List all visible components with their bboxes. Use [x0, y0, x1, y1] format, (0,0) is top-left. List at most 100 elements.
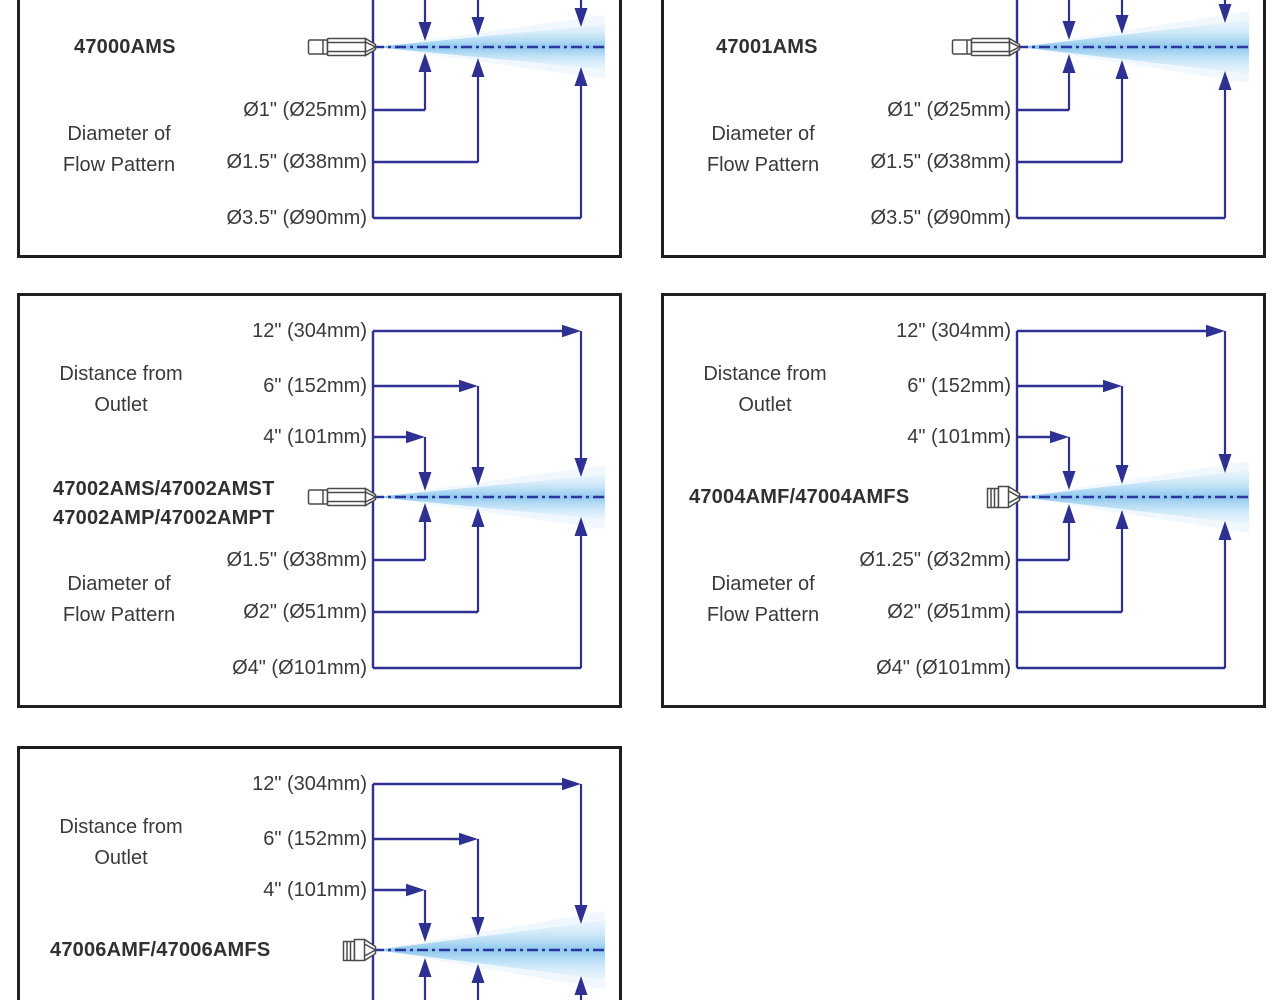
- right-arrow-icon: [1050, 430, 1069, 444]
- panel-47000ams: 47000AMS Diameter of Flow Pattern Ø1" (Ø…: [17, 0, 622, 258]
- measure-lines-top: [1067, 331, 1227, 471]
- diameter-label: Ø4" (Ø101mm): [876, 657, 1011, 679]
- distance-label: 12" (304mm): [252, 320, 367, 342]
- panel-47006-series: Distance from Outlet 12" (304mm) 6" (152…: [17, 746, 622, 1000]
- distance-heading: Distance from Outlet: [41, 812, 201, 874]
- flow-diagram-canvas: [17, 293, 622, 708]
- distance-heading-line1: Distance from: [703, 363, 827, 385]
- down-arrow-icon: [1115, 465, 1129, 484]
- up-arrow-icon: [1115, 60, 1129, 79]
- diameter-heading-line2: Flow Pattern: [62, 604, 176, 626]
- distance-heading-line1: Distance from: [59, 816, 183, 838]
- distance-label: 6" (152mm): [907, 375, 1011, 397]
- bracket-lines: [371, 782, 564, 1000]
- panel-47002-series: Distance from Outlet 12" (304mm) 6" (152…: [17, 293, 622, 708]
- distance-label: 12" (304mm): [896, 320, 1011, 342]
- diameter-label: Ø3.5" (Ø90mm): [226, 207, 367, 229]
- diameter-label: Ø1.5" (Ø38mm): [226, 151, 367, 173]
- diameter-heading: Diameter of Flow Pattern: [683, 569, 843, 631]
- down-arrow-icon: [471, 17, 485, 36]
- model-number: 47001AMS: [716, 36, 818, 58]
- down-arrow-icon: [418, 923, 432, 942]
- panel-47004-series: Distance from Outlet 12" (304mm) 6" (152…: [661, 293, 1266, 708]
- up-arrow-icon: [1115, 510, 1129, 529]
- distance-label: 4" (101mm): [263, 879, 367, 901]
- flow-diagram-canvas: [17, 0, 622, 258]
- diameter-heading-line2: Flow Pattern: [706, 154, 820, 176]
- down-arrow-icon: [1115, 15, 1129, 34]
- panel-47001ams: 47001AMS Diameter of Flow Pattern Ø1" (Ø…: [661, 0, 1266, 258]
- nozzle-icon: [342, 938, 377, 962]
- distance-heading: Distance from Outlet: [685, 359, 845, 421]
- right-arrow-icon: [1103, 379, 1122, 393]
- diameter-heading-line1: Diameter of: [67, 123, 171, 145]
- nozzle-icon: [986, 485, 1021, 509]
- diameter-heading-line1: Diameter of: [67, 573, 171, 595]
- measure-lines-bottom: [1067, 523, 1227, 668]
- model-line2: 47002AMP/47002AMPT: [53, 507, 275, 529]
- measure-lines-bottom: [423, 521, 583, 668]
- diameter-bracket-lines: [371, 0, 581, 220]
- nozzle-icon: [307, 37, 377, 57]
- right-arrow-icon: [562, 777, 581, 791]
- diameter-label: Ø1.5" (Ø38mm): [226, 549, 367, 571]
- up-arrow-icon: [574, 517, 588, 536]
- up-arrow-icon: [418, 503, 432, 522]
- diameter-heading: Diameter of Flow Pattern: [683, 119, 843, 181]
- diameter-heading-line1: Diameter of: [711, 573, 815, 595]
- diameter-label: Ø1.25" (Ø32mm): [859, 549, 1011, 571]
- flow-diagram-canvas: [661, 293, 1266, 708]
- measure-lines-top: [423, 331, 583, 473]
- down-arrow-icon: [471, 917, 485, 936]
- right-arrow-icon: [406, 430, 425, 444]
- diameter-heading: Diameter of Flow Pattern: [39, 569, 199, 631]
- arrow-icons: [1050, 324, 1232, 540]
- distance-label: 4" (101mm): [907, 426, 1011, 448]
- nozzle-icon: [307, 487, 377, 507]
- up-arrow-icon: [574, 976, 588, 995]
- down-arrow-icon: [574, 458, 588, 477]
- right-arrow-icon: [406, 883, 425, 897]
- down-arrow-icon: [1218, 4, 1232, 23]
- down-arrow-icon: [418, 472, 432, 491]
- measure-lines-bottom: [423, 71, 583, 218]
- diameter-label: Ø3.5" (Ø90mm): [870, 207, 1011, 229]
- up-arrow-icon: [1218, 521, 1232, 540]
- down-arrow-icon: [574, 8, 588, 27]
- up-arrow-icon: [471, 508, 485, 527]
- diameter-bracket-lines: [1015, 0, 1225, 220]
- up-arrow-icon: [1062, 54, 1076, 73]
- up-arrow-icon: [471, 964, 485, 983]
- down-arrow-icon: [1062, 471, 1076, 490]
- down-arrow-icon: [1218, 454, 1232, 473]
- up-arrow-icon: [1062, 504, 1076, 523]
- up-arrow-icon: [471, 58, 485, 77]
- distance-heading-line1: Distance from: [59, 363, 183, 385]
- diameter-label: Ø1" (Ø25mm): [243, 99, 367, 121]
- up-arrow-icon: [418, 958, 432, 977]
- model-line1: 47002AMS/47002AMST: [53, 478, 275, 500]
- diameter-label: Ø1" (Ø25mm): [887, 99, 1011, 121]
- right-arrow-icon: [459, 379, 478, 393]
- distance-heading-line2: Outlet: [738, 394, 792, 416]
- arrow-icons: [1062, 4, 1232, 90]
- arrow-icons: [406, 324, 588, 536]
- up-arrow-icon: [418, 53, 432, 72]
- distance-heading-line2: Outlet: [94, 847, 148, 869]
- model-number: 47000AMS: [74, 36, 176, 58]
- model-number: 47002AMS/47002AMST 47002AMP/47002AMPT: [53, 475, 275, 533]
- nozzle-icon: [951, 37, 1021, 57]
- model-number: 47004AMF/47004AMFS: [689, 486, 910, 508]
- diameter-heading-line2: Flow Pattern: [62, 154, 176, 176]
- distance-label: 4" (101mm): [263, 426, 367, 448]
- arrow-icons: [418, 8, 588, 86]
- diameter-heading: Diameter of Flow Pattern: [39, 119, 199, 181]
- diameter-heading-line2: Flow Pattern: [706, 604, 820, 626]
- model-number: 47006AMF/47006AMFS: [50, 939, 271, 961]
- distance-label: 6" (152mm): [263, 375, 367, 397]
- distance-label: 6" (152mm): [263, 828, 367, 850]
- down-arrow-icon: [1062, 21, 1076, 40]
- right-arrow-icon: [1206, 324, 1225, 338]
- down-arrow-icon: [418, 22, 432, 41]
